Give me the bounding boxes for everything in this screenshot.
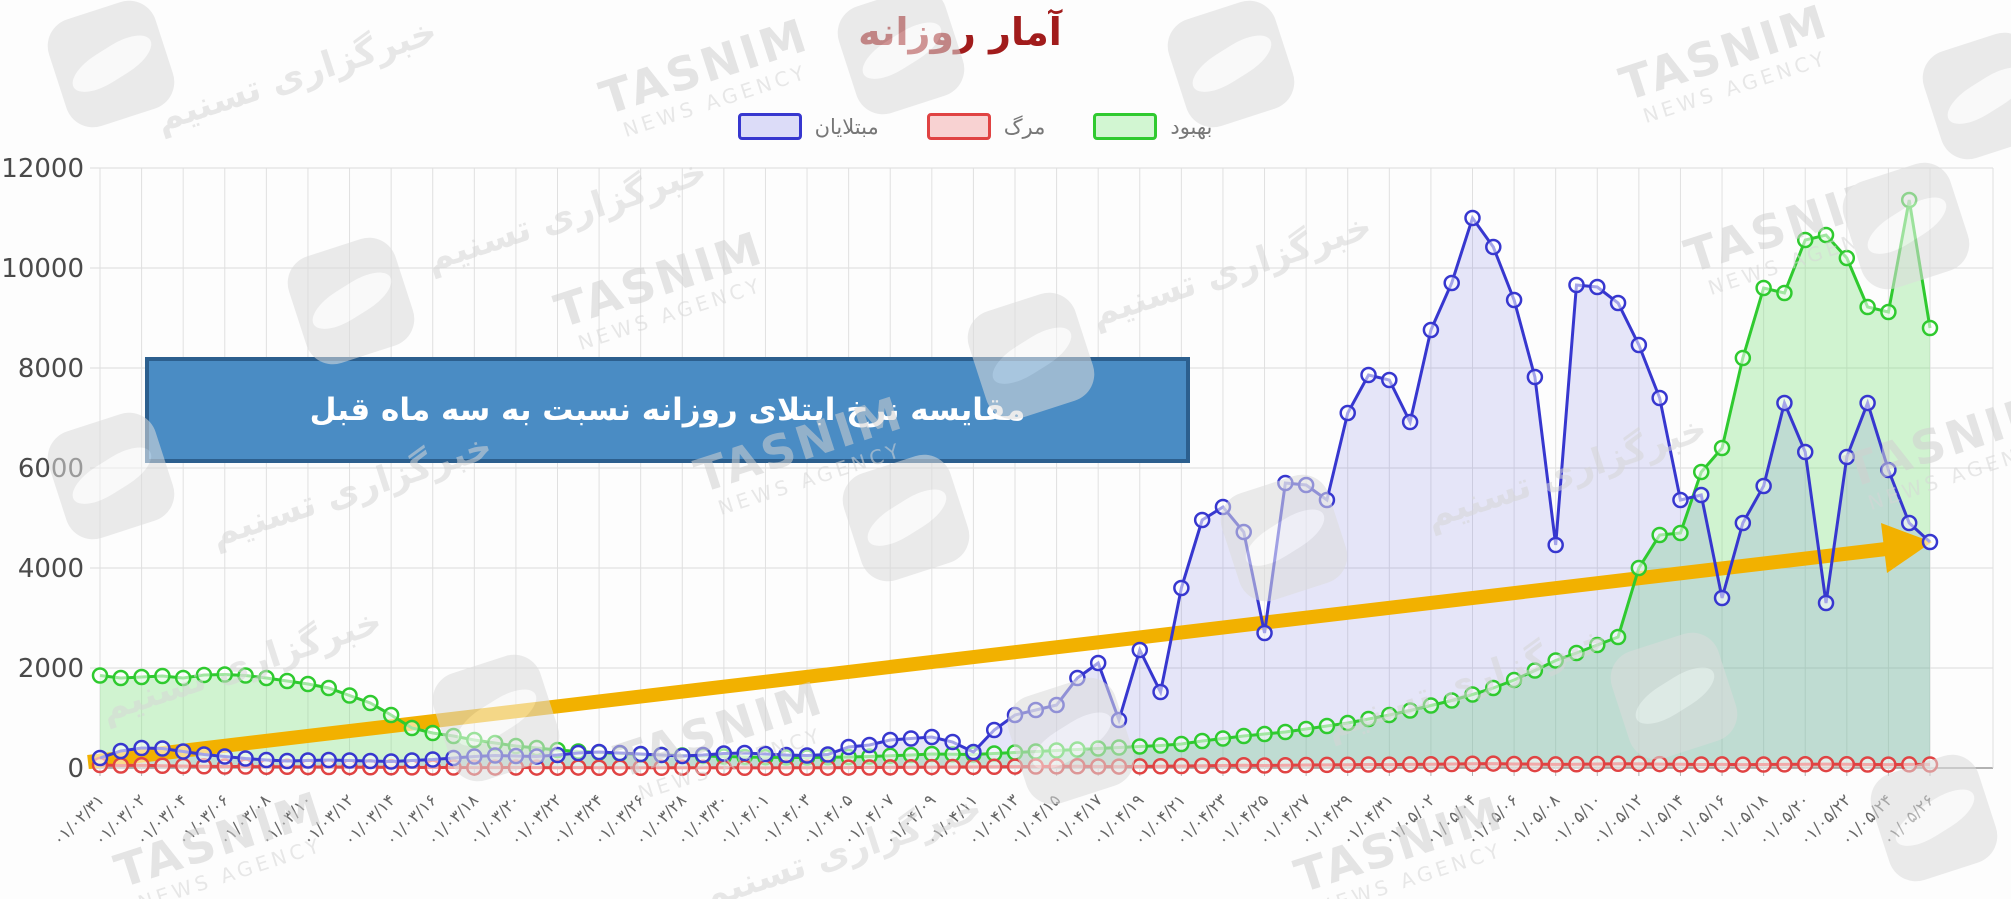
legend-item-recovered[interactable]: بهبود	[1093, 113, 1212, 140]
svg-text:8000: 8000	[18, 354, 84, 384]
svg-text:2000: 2000	[18, 654, 84, 684]
annotation-banner: مقایسه نرخ ابتلای روزانه نسبت به سه ماه …	[145, 357, 1190, 463]
legend-label: بهبود	[1170, 114, 1213, 139]
recovered-swatch-icon	[1093, 113, 1158, 140]
deaths-swatch-icon	[926, 113, 991, 140]
annotation-text: مقایسه نرخ ابتلای روزانه نسبت به سه ماه …	[309, 392, 1026, 428]
svg-text:10000: 10000	[1, 254, 84, 284]
legend-label: مرگ	[1003, 114, 1046, 139]
svg-text:12000: 12000	[1, 154, 84, 184]
page-title: آمار روزانه	[858, 10, 1062, 54]
svg-text:4000: 4000	[18, 554, 84, 584]
svg-text:6000: 6000	[18, 454, 84, 484]
svg-text:0: 0	[67, 754, 84, 784]
infected-swatch-icon	[737, 113, 802, 140]
chart-legend: مبتلایان مرگ بهبود	[0, 113, 1950, 140]
legend-item-infected[interactable]: مبتلایان	[737, 113, 879, 140]
legend-label: مبتلایان	[814, 114, 879, 139]
legend-item-deaths[interactable]: مرگ	[926, 113, 1046, 140]
